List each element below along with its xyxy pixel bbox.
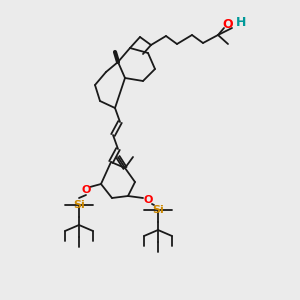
- Text: Si: Si: [73, 200, 85, 210]
- Text: O: O: [143, 195, 153, 205]
- Text: Si: Si: [152, 205, 164, 215]
- Text: O: O: [223, 17, 233, 31]
- Text: H: H: [236, 16, 246, 28]
- Text: O: O: [81, 185, 91, 195]
